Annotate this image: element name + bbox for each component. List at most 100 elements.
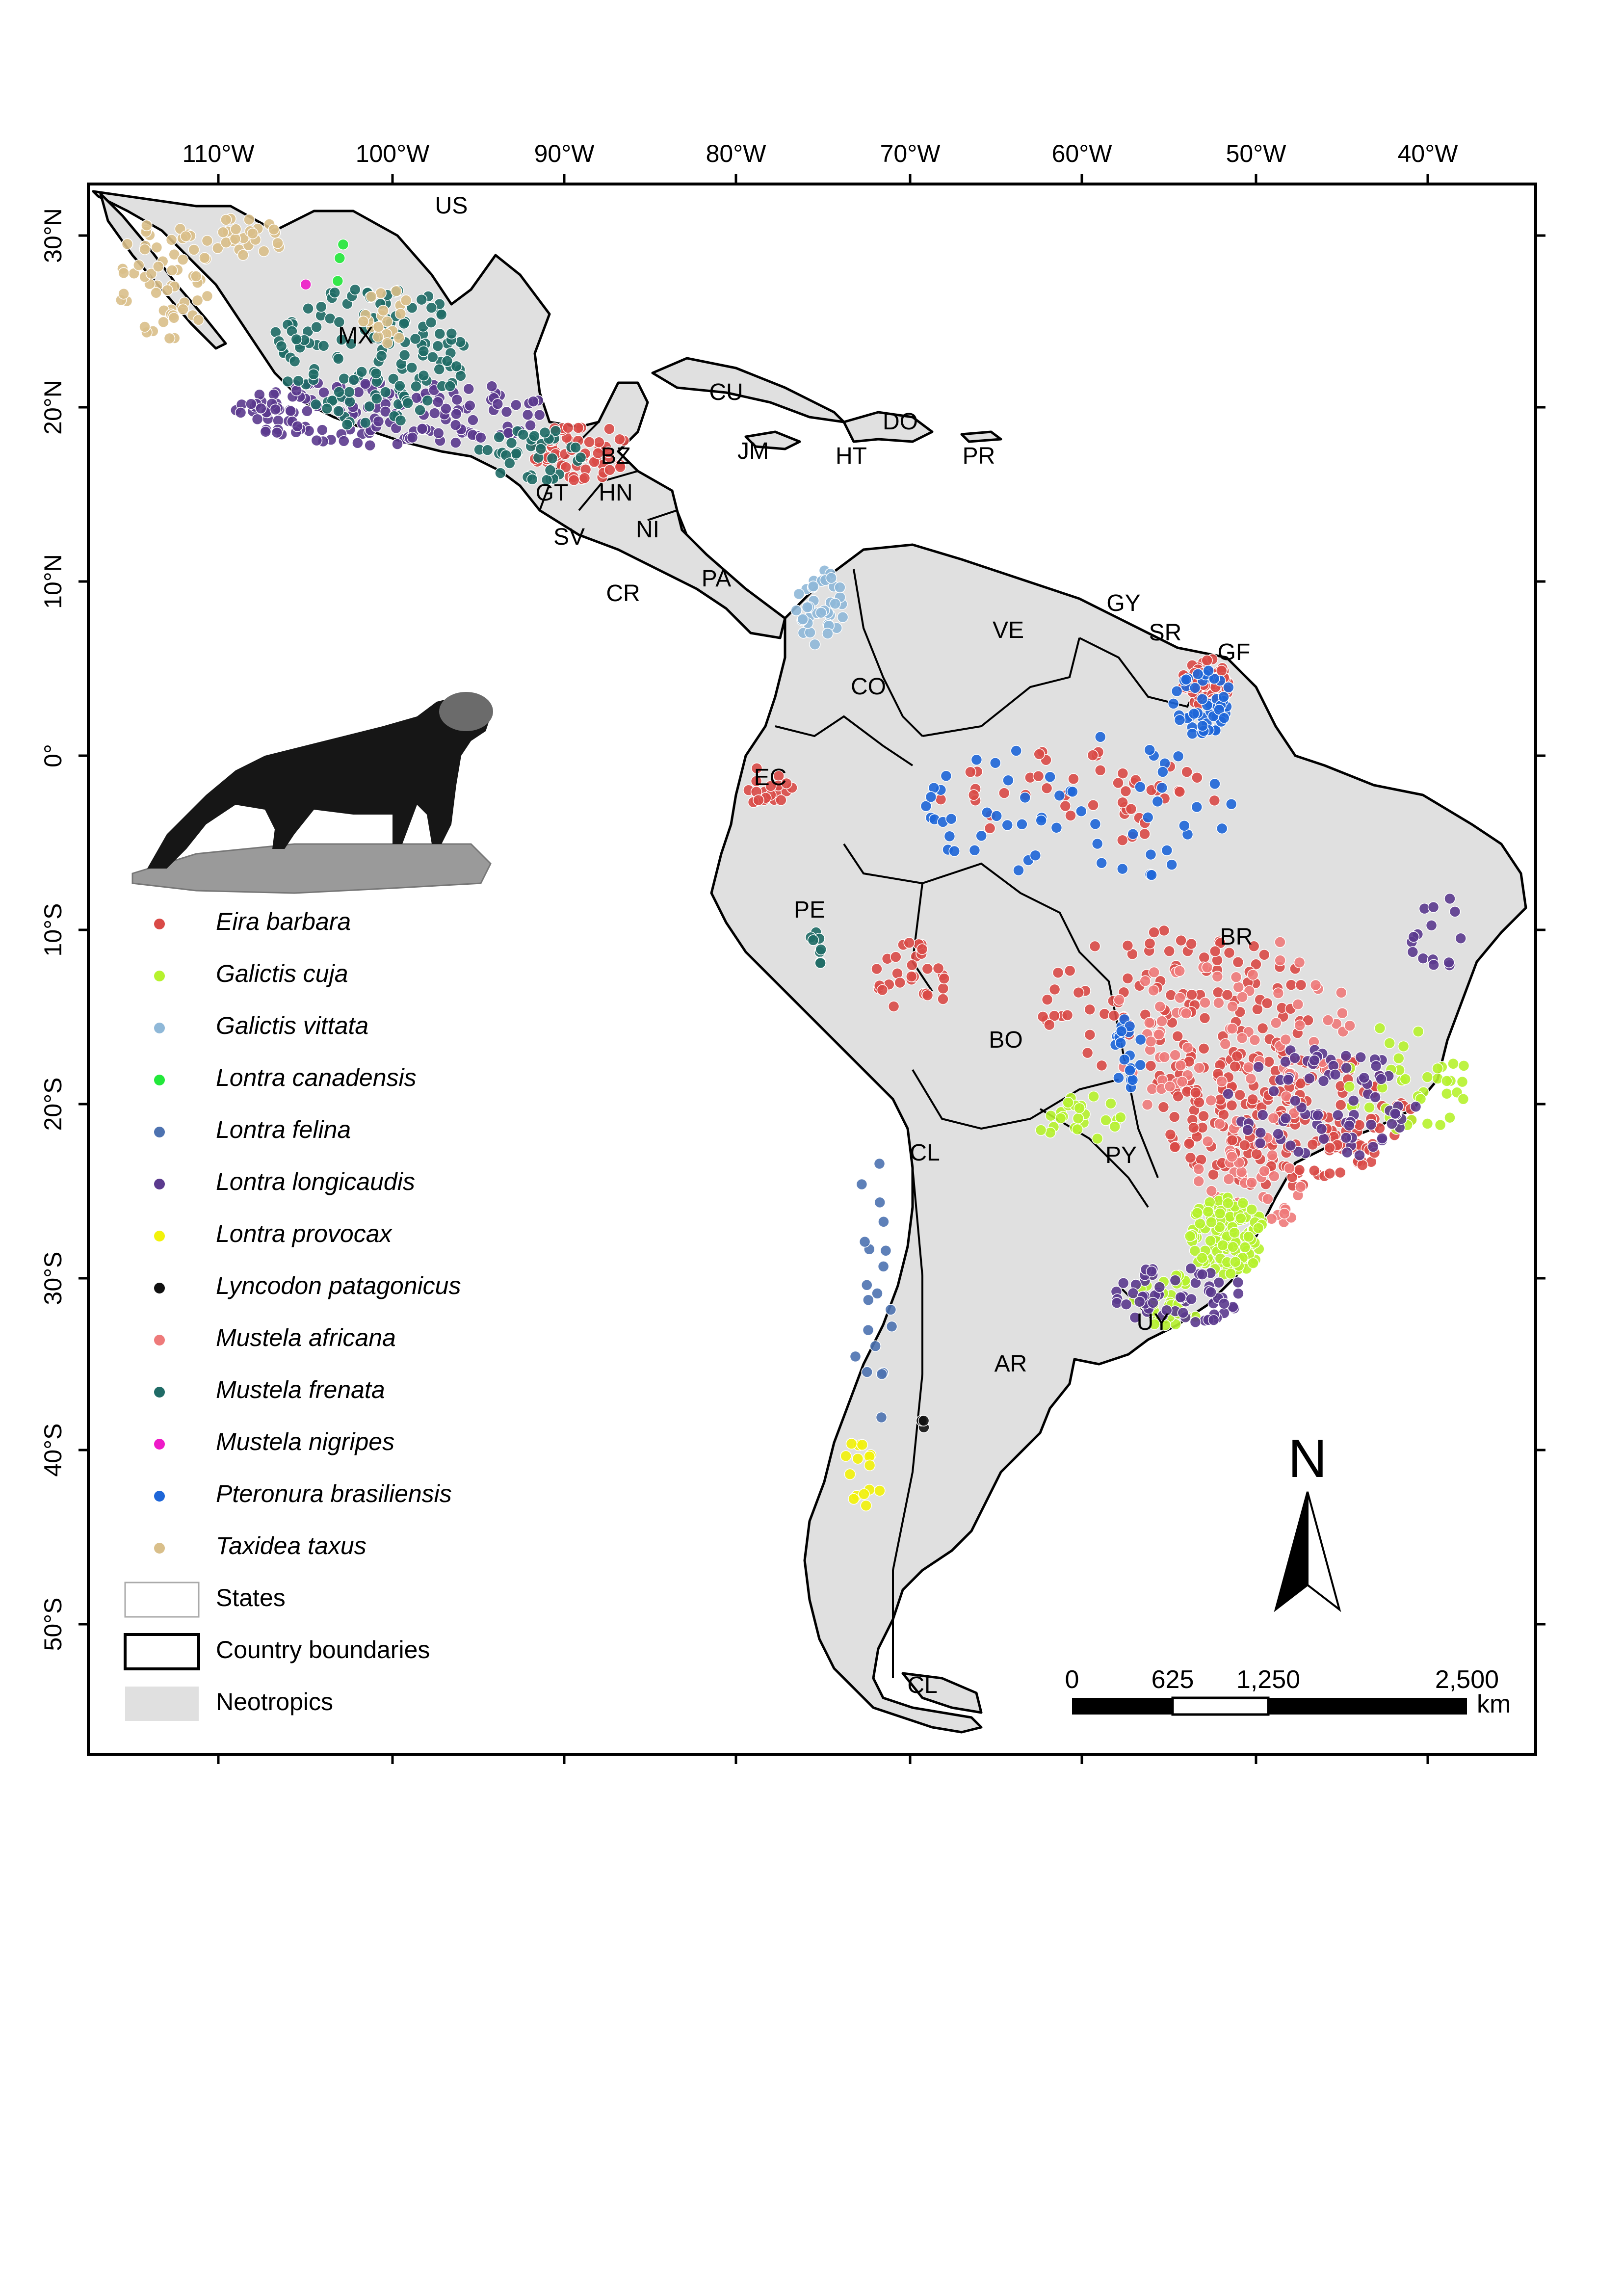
occurrence-point: [308, 368, 319, 380]
occurrence-point: [1209, 945, 1221, 957]
occurrence-point: [863, 1294, 874, 1306]
occurrence-point: [1315, 1123, 1328, 1135]
legend-label: Mustela africana: [216, 1324, 396, 1351]
occurrence-point: [1408, 931, 1420, 943]
occurrence-point: [1065, 810, 1076, 821]
occurrence-point: [943, 830, 956, 843]
occurrence-point: [1205, 1185, 1217, 1197]
legend-label: Eira barbara: [216, 908, 351, 935]
occurrence-point: [291, 421, 303, 432]
occurrence-points: [115, 213, 1470, 1511]
occurrence-point: [822, 628, 834, 639]
occurrence-point: [1186, 989, 1198, 1001]
occurrence-point: [1455, 932, 1466, 945]
y-tick-label: 10°N: [39, 554, 67, 609]
occurrence-point: [1318, 1133, 1330, 1145]
occurrence-point: [522, 409, 534, 421]
occurrence-point: [1295, 1181, 1307, 1193]
legend-swatch: [154, 919, 165, 929]
legend-layer-label: States: [216, 1584, 286, 1611]
scale-segment: [1171, 1696, 1270, 1716]
occurrence-point: [917, 1415, 930, 1426]
occurrence-point: [1126, 1074, 1139, 1086]
occurrence-point: [753, 794, 764, 806]
legend-label: Taxidea taxus: [216, 1532, 366, 1559]
occurrence-point: [1214, 937, 1226, 949]
occurrence-point: [1010, 745, 1022, 757]
occurrence-point: [1226, 1099, 1238, 1111]
occurrence-point: [1309, 1164, 1320, 1177]
occurrence-point: [894, 976, 906, 989]
occurrence-point: [388, 373, 399, 385]
occurrence-point: [1201, 655, 1213, 666]
occurrence-point: [510, 448, 522, 459]
occurrence-point: [1120, 785, 1132, 797]
occurrence-point: [301, 405, 313, 417]
legend-swatch: [154, 1491, 165, 1502]
occurrence-point: [864, 1459, 876, 1472]
occurrence-point: [1196, 693, 1208, 705]
occurrence-point: [406, 362, 418, 373]
occurrence-point: [575, 451, 587, 464]
occurrence-point: [1443, 956, 1455, 969]
occurrence-point: [1304, 1073, 1315, 1084]
occurrence-point: [1117, 796, 1128, 809]
occurrence-point: [1252, 1003, 1263, 1015]
occurrence-point: [1184, 1230, 1196, 1242]
occurrence-point: [421, 395, 434, 407]
occurrence-point: [166, 264, 178, 276]
occurrence-point: [475, 432, 487, 444]
occurrence-point: [455, 370, 467, 382]
occurrence-point: [1227, 1001, 1238, 1012]
occurrence-point: [260, 425, 272, 438]
occurrence-point: [871, 963, 883, 975]
legend-label: Galictis cuja: [216, 960, 348, 987]
occurrence-point: [1198, 1043, 1210, 1055]
occurrence-point: [1222, 1088, 1234, 1100]
occurrence-point: [1175, 1059, 1187, 1071]
occurrence-point: [1127, 828, 1139, 840]
occurrence-point: [434, 328, 446, 340]
occurrence-point: [1384, 1037, 1395, 1049]
occurrence-point: [1389, 1108, 1401, 1120]
occurrence-point: [1050, 821, 1063, 834]
occurrence-point: [118, 288, 130, 300]
occurrence-point: [1216, 822, 1228, 835]
occurrence-point: [1239, 1139, 1251, 1151]
occurrence-point: [1059, 800, 1072, 812]
occurrence-point: [1268, 1085, 1280, 1097]
occurrence-point: [192, 314, 205, 326]
country-label: GY: [1106, 590, 1140, 616]
occurrence-point: [1226, 1151, 1238, 1162]
occurrence-point: [1205, 1216, 1217, 1228]
occurrence-point: [255, 402, 267, 414]
occurrence-point: [258, 245, 270, 257]
occurrence-point: [247, 228, 259, 239]
axis-ticks: 110°W 100°W 90°W 80°W 70°W 60°W 50°W 40°W 30°N 20…: [39, 140, 1545, 1764]
occurrence-point: [1172, 1030, 1183, 1042]
occurrence-point: [862, 1324, 874, 1336]
occurrence-point: [394, 308, 407, 320]
occurrence-point: [1247, 1093, 1258, 1106]
occurrence-point: [451, 394, 463, 406]
occurrence-point: [1019, 792, 1031, 804]
occurrence-point: [539, 426, 551, 439]
occurrence-point: [1164, 1081, 1176, 1092]
occurrence-point: [290, 384, 303, 396]
occurrence-point: [837, 611, 849, 623]
north-arrow-label: N: [1288, 1428, 1327, 1489]
occurrence-point: [406, 302, 418, 314]
occurrence-point: [370, 368, 382, 379]
occurrence-point: [1197, 720, 1208, 732]
occurrence-point: [1172, 1090, 1184, 1103]
occurrence-point: [1180, 674, 1192, 686]
occurrence-point: [1122, 940, 1134, 951]
x-tick-label: 70°W: [880, 140, 941, 167]
occurrence-point: [375, 350, 388, 362]
legend-swatch: [154, 1127, 165, 1137]
occurrence-point: [1163, 945, 1175, 957]
occurrence-point: [372, 321, 385, 333]
occurrence-point: [1108, 1009, 1120, 1022]
occurrence-point: [1156, 1015, 1168, 1027]
occurrence-point: [1087, 799, 1099, 811]
